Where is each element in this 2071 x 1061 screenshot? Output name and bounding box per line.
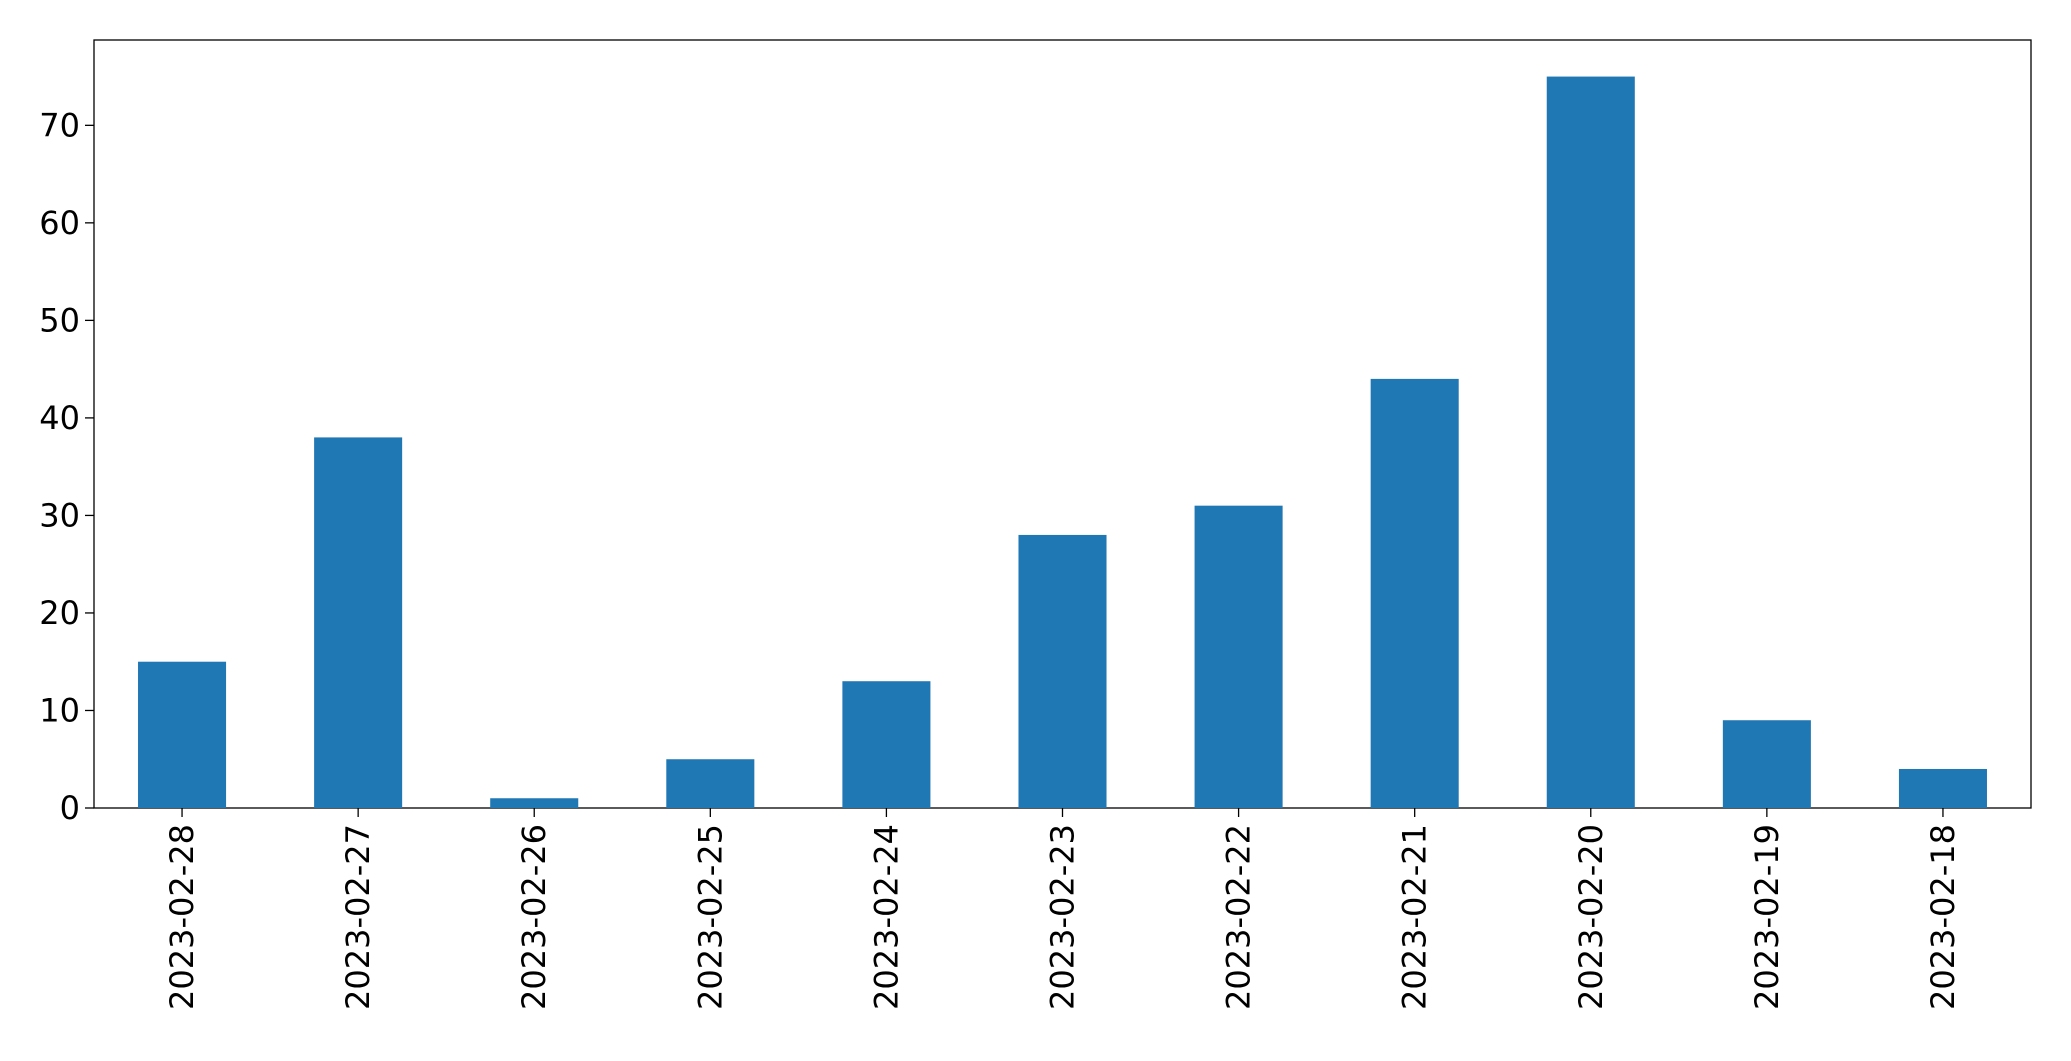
x-tick-label: 2023-02-24: [867, 824, 905, 1010]
y-tick-label: 70: [39, 106, 80, 144]
y-tick-label: 0: [60, 789, 80, 827]
x-tick-label: 2023-02-27: [339, 824, 377, 1010]
y-tick-label: 50: [39, 301, 80, 339]
bar: [138, 661, 227, 808]
bar: [490, 798, 579, 808]
x-tick-label: 2023-02-23: [1044, 824, 1082, 1010]
bar: [666, 759, 755, 808]
y-tick-label: 10: [39, 691, 80, 729]
bar: [1722, 720, 1811, 808]
x-tick-label: 2023-02-25: [691, 824, 729, 1010]
x-tick-label: 2023-02-21: [1396, 824, 1434, 1010]
bar: [1898, 768, 1987, 808]
bar: [842, 681, 931, 808]
x-tick-label: 2023-02-19: [1748, 824, 1786, 1010]
x-tick-label: 2023-02-20: [1572, 824, 1610, 1010]
x-tick-label: 2023-02-18: [1924, 824, 1962, 1010]
y-tick-label: 30: [39, 496, 80, 534]
y-tick-label: 40: [39, 399, 80, 437]
bar: [1018, 534, 1107, 808]
bar: [1546, 76, 1635, 809]
y-tick-label: 60: [39, 204, 80, 242]
x-tick-label: 2023-02-26: [515, 824, 553, 1010]
bar: [1194, 505, 1283, 808]
bar: [314, 437, 403, 808]
y-tick-label: 20: [39, 594, 80, 632]
x-tick-label: 2023-02-28: [163, 824, 201, 1010]
bar: [1370, 378, 1459, 808]
x-tick-label: 2023-02-22: [1220, 824, 1258, 1010]
